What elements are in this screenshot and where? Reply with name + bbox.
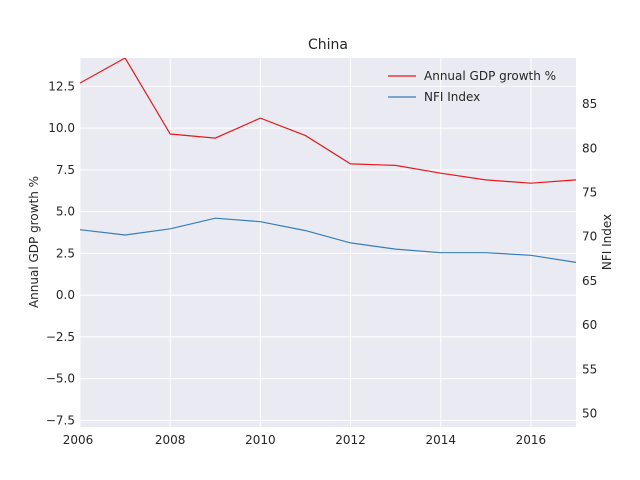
y-axis-label-right: NFI Index <box>600 214 614 270</box>
y-left-tick-label: 2.5 <box>56 246 75 260</box>
y-left-tick-label: 0.0 <box>56 288 75 302</box>
legend: Annual GDP growth % NFI Index <box>388 69 556 104</box>
chart-title: China <box>308 37 348 53</box>
x-tick-label: 2014 <box>425 433 456 447</box>
x-tick-label: 2008 <box>155 433 186 447</box>
y-right-tick-label: 70 <box>582 230 597 244</box>
x-tick-label: 2016 <box>516 433 547 447</box>
y-left-tick-label: 5.0 <box>56 205 75 219</box>
y-right-tick-label: 80 <box>582 141 597 155</box>
tick-labels: 2006 2008 2010 2012 2014 2016 12.5 10.0 7.5 5.0 2.… <box>46 79 597 447</box>
y-left-tick-label: 7.5 <box>56 163 75 177</box>
y-right-tick-label: 60 <box>582 318 597 332</box>
y-right-tick-label: 85 <box>582 97 597 111</box>
gdp-growth-line <box>80 58 576 184</box>
y-right-tick-label: 75 <box>582 186 597 200</box>
y-right-tick-label: 65 <box>582 274 597 288</box>
legend-label-gdp: Annual GDP growth % <box>424 69 556 83</box>
y-left-tick-label: −2.5 <box>46 330 75 344</box>
grid-lines <box>79 58 576 427</box>
x-tick-label: 2006 <box>63 433 94 447</box>
y-right-tick-label: 55 <box>582 362 597 376</box>
y-left-tick-label: −7.5 <box>46 413 75 427</box>
y-left-tick-label: 10.0 <box>48 121 75 135</box>
legend-label-nfi: NFI Index <box>424 90 480 104</box>
x-tick-label: 2010 <box>245 433 276 447</box>
series-lines <box>80 58 576 263</box>
nfi-index-line <box>80 217 576 263</box>
y-left-tick-label: 12.5 <box>48 79 75 93</box>
y-left-tick-label: −5.0 <box>46 372 75 386</box>
y-right-tick-label: 50 <box>582 407 597 421</box>
plot-background <box>80 58 576 427</box>
y-axis-label-left: Annual GDP growth % <box>27 176 41 308</box>
x-tick-label: 2012 <box>335 433 366 447</box>
